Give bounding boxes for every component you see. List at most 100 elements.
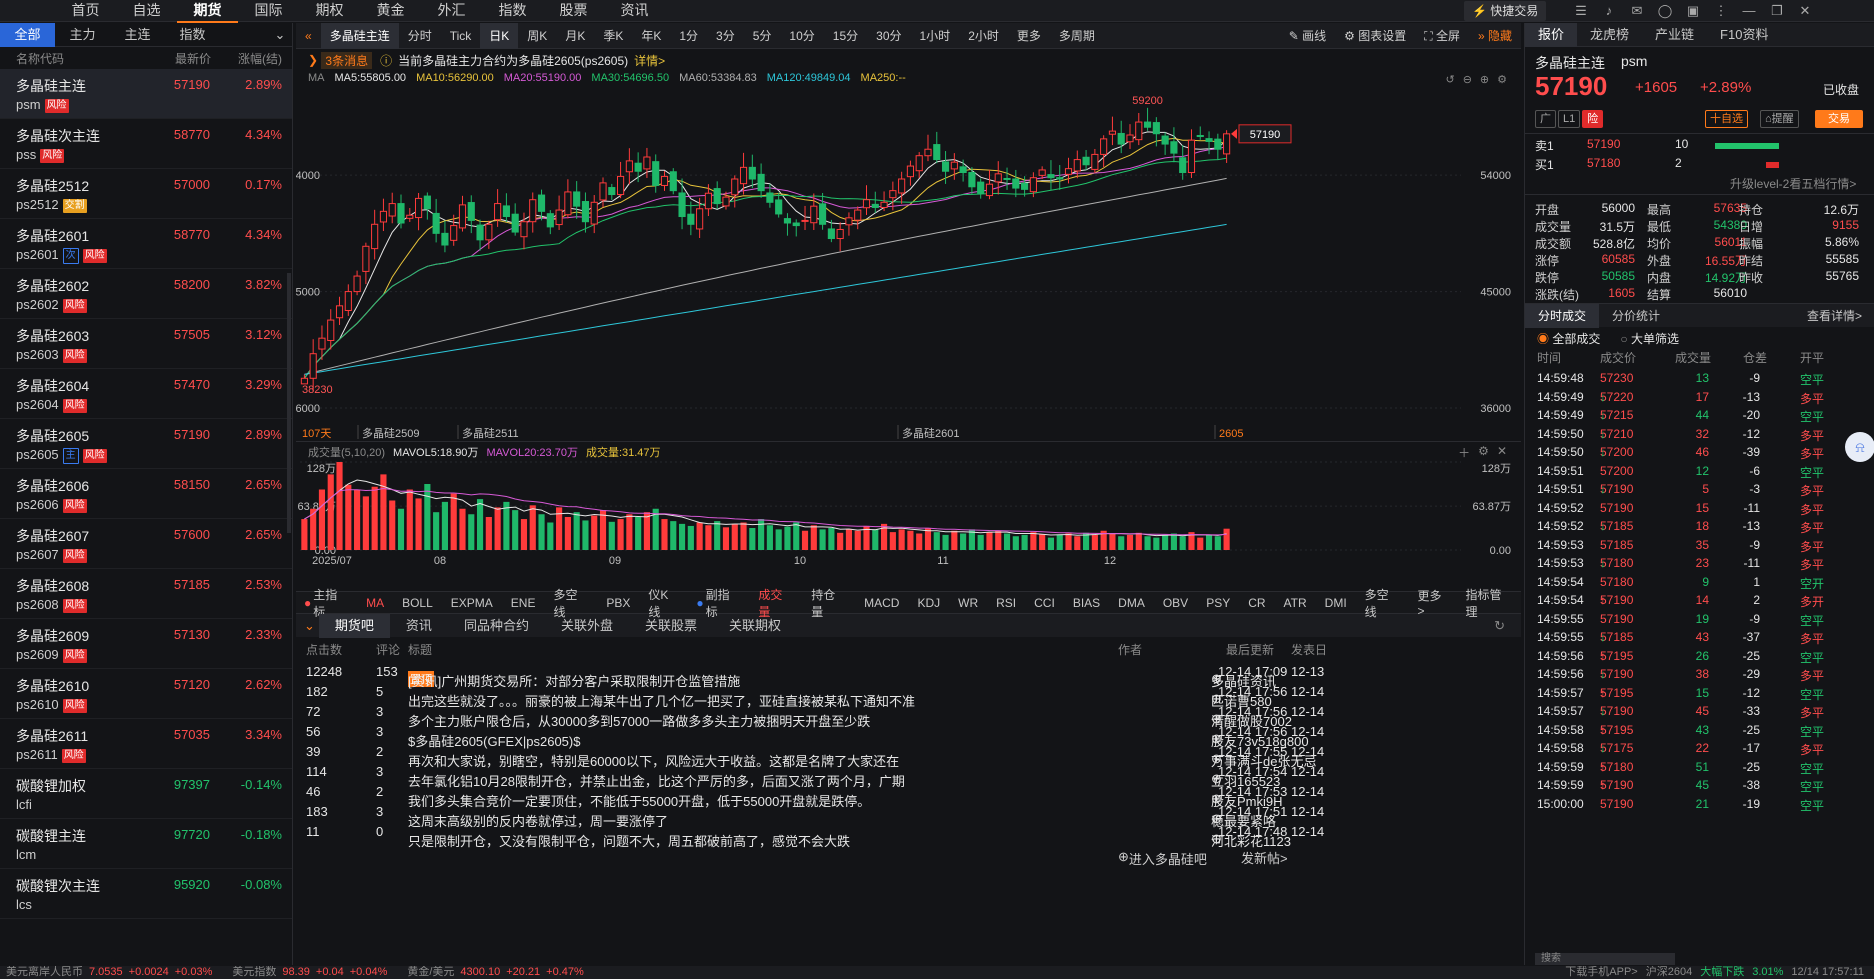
ma-label[interactable]: MA (308, 72, 325, 84)
ticker-item[interactable]: 98.39 (282, 966, 310, 978)
settings-icon[interactable]: ⚙ (1497, 74, 1507, 86)
refresh-icon[interactable]: ↻ (1494, 617, 1505, 633)
main-indicator-4[interactable]: 多空线 (553, 587, 578, 619)
ticker-item[interactable]: +0.04 (315, 966, 344, 978)
status-item[interactable]: 下载手机APP> (1565, 966, 1638, 978)
info-tab-3[interactable]: 关联外盘 (560, 617, 613, 633)
list-item[interactable]: 多晶硅2607 ps2607 风险 57600 2.65% (0, 519, 292, 569)
expand-icon[interactable]: ❯ (308, 53, 322, 67)
period-11[interactable]: 15分 (832, 28, 859, 43)
period-7[interactable]: 1分 (679, 28, 699, 43)
period-3[interactable]: 周K (527, 28, 548, 43)
sub-indicator-7[interactable]: BIAS (1072, 595, 1101, 610)
indicator-manage[interactable]: 指标管理 (1465, 587, 1502, 619)
period-0[interactable]: 分时 (407, 28, 432, 43)
info-tab-2[interactable]: 同品种合约 (463, 617, 529, 633)
list-item[interactable]: 多晶硅2604 ps2604 风险 57470 3.29% (0, 369, 292, 419)
minimize-icon[interactable]: — (1742, 3, 1756, 18)
main-indicator-1[interactable]: BOLL (402, 595, 433, 610)
list-dropdown-icon[interactable]: ⌄ (274, 26, 286, 42)
info-collapse-icon[interactable]: ⌄ (304, 617, 315, 633)
period-5[interactable]: 季K (603, 28, 624, 43)
info-tab-5[interactable]: 关联期权 (728, 617, 781, 633)
sub-indicator-10[interactable]: PSY (1206, 595, 1231, 610)
filter-large[interactable]: ○ 大单筛选 (1620, 331, 1679, 346)
nav-item-2[interactable]: 期货 (177, 0, 238, 23)
vol-settings-icon[interactable]: ⚙ (1478, 444, 1489, 458)
list-item[interactable]: 碳酸锂主连 lcm 97720 -0.18% (0, 819, 292, 869)
vol-close-icon[interactable]: ✕ (1496, 444, 1507, 458)
sub-indicator-8[interactable]: DMA (1118, 595, 1145, 610)
list-item[interactable]: 多晶硅2610 ps2610 风险 57120 2.62% (0, 669, 292, 719)
period-16[interactable]: 多周期 (1058, 28, 1095, 43)
post-row[interactable]: 72 3 多个主力账户限仓后，从30000多到57000一路做多多头主力被捆明天开盘… (306, 703, 1325, 730)
bar-link[interactable]: ⊕ 进入多晶硅吧 (1118, 849, 1207, 867)
alert-button[interactable]: ⌂提醒 (1760, 110, 1799, 128)
sub-indicator-3[interactable]: KDJ (917, 595, 941, 610)
main-indicator-3[interactable]: ENE (510, 595, 536, 610)
list-item[interactable]: 多晶硅2603 ps2603 风险 57505 3.12% (0, 319, 292, 369)
list-item[interactable]: 多晶硅次主连 pss 风险 58770 4.34% (0, 119, 292, 169)
candlestick-chart[interactable]: MA MA5:55805.00 MA10:56290.00 MA20:55190.00… (296, 71, 1521, 441)
list-tab-2[interactable]: 主连 (124, 26, 151, 42)
nav-item-9[interactable]: 资讯 (620, 1, 649, 18)
news-count[interactable]: 3条消息 (321, 51, 373, 69)
sub-indicator-13[interactable]: DMI (1324, 595, 1347, 610)
zoom-out-icon[interactable]: ⊖ (1462, 74, 1472, 86)
sub-indicator-14[interactable]: 多空线 (1364, 587, 1389, 619)
nav-item-8[interactable]: 股票 (559, 1, 588, 18)
post-row[interactable]: 182 5 出完这些就没了。。。丽豪的被上海某牛出了几个亿一把买了，亚硅直接被某私下… (306, 683, 1325, 710)
list-item[interactable]: 碳酸锂加权 lcfi 97397 -0.14% (0, 769, 292, 819)
period-10[interactable]: 10分 (789, 28, 815, 43)
trade-button[interactable]: 交易 (1815, 110, 1863, 128)
tool-0[interactable]: ✎ 画线 (1288, 28, 1327, 43)
period-2[interactable]: 日K (480, 22, 519, 49)
info-tab-1[interactable]: 资讯 (405, 617, 432, 633)
tool-1[interactable]: ⚙ 图表设置 (1344, 28, 1407, 43)
ticker-item[interactable]: 黄金/美元 (407, 966, 455, 978)
close-icon[interactable]: ✕ (1799, 3, 1811, 18)
filter-all[interactable]: ◉ 全部成交 (1537, 331, 1601, 346)
nav-item-4[interactable]: 期权 (315, 1, 344, 18)
period-1[interactable]: Tick (449, 28, 472, 43)
quick-trade-button[interactable]: ⚡ 快捷交易 (1464, 1, 1547, 21)
quote-tab-2[interactable]: 产业链 (1655, 26, 1695, 42)
post-row[interactable]: 56 3 $多晶硅2605(GFEX|ps2605)$ ⊕ 股友73v518g800 1… (306, 723, 1325, 750)
list-item[interactable]: 多晶硅2512 ps2512 交割 57000 0.17% (0, 169, 292, 219)
ticker-item[interactable]: +20.21 (506, 966, 541, 978)
tool-2[interactable]: ⛶ 全屏 (1424, 28, 1460, 43)
main-indicator-0[interactable]: MA (366, 595, 385, 610)
ticker-item[interactable]: 美元指数 (232, 966, 277, 978)
user-icon[interactable]: ◯ (1657, 3, 1673, 18)
sub-indicator-12[interactable]: ATR (1283, 595, 1307, 610)
tab-trades[interactable]: 分时成交 (1525, 303, 1600, 328)
main-indicator-6[interactable]: 仪K线 (648, 587, 669, 619)
zoom-in-icon[interactable]: ⊕ (1479, 74, 1490, 86)
news-link[interactable]: 详情> (634, 53, 666, 68)
list-tab-1[interactable]: 主力 (69, 26, 96, 42)
assistant-icon[interactable]: ⍾ (1845, 432, 1874, 462)
list-item[interactable]: 多晶硅2601 ps2601 次风险 58770 4.34% (0, 219, 292, 269)
list-item[interactable]: 多晶硅主连 psm 风险 57190 2.89% (0, 69, 292, 119)
more-icon[interactable]: ⋮ (1714, 3, 1728, 18)
sub-indicator-1[interactable]: 持仓量 (811, 587, 836, 619)
list-item[interactable]: 多晶硅2609 ps2609 风险 57130 2.33% (0, 619, 292, 669)
period-12[interactable]: 30分 (876, 28, 902, 43)
ticker-item[interactable]: +0.03% (174, 966, 213, 978)
add-favorite-button[interactable]: 十自选 (1705, 110, 1748, 128)
post-row[interactable]: 46 2 我们多头集合竞价一定要顶住，不能低于55000开盘，低于55000开盘就是… (306, 783, 1325, 810)
restore-icon[interactable]: ❐ (1771, 3, 1783, 18)
detail-link[interactable]: 查看详情> (1806, 309, 1862, 323)
period-8[interactable]: 3分 (716, 28, 735, 43)
list-item[interactable]: 多晶硅2606 ps2606 风险 58150 2.65% (0, 469, 292, 519)
sub-indicator-0[interactable]: 成交量 (758, 587, 783, 619)
period-9[interactable]: 5分 (752, 28, 772, 43)
nav-item-6[interactable]: 外汇 (437, 1, 466, 18)
sub-indicator-5[interactable]: RSI (996, 595, 1017, 610)
list-item[interactable]: 多晶硅2608 ps2608 风险 57185 2.53% (0, 569, 292, 619)
tab-price-stats[interactable]: 分价统计 (1612, 309, 1661, 323)
add-indicator-icon[interactable]: ＋ (1458, 446, 1471, 460)
shirt-icon[interactable]: ▣ (1686, 3, 1700, 18)
sub-indicator-15[interactable]: 更多> (1417, 589, 1442, 618)
list-item[interactable]: 多晶硅2602 ps2602 风险 58200 3.82% (0, 269, 292, 319)
